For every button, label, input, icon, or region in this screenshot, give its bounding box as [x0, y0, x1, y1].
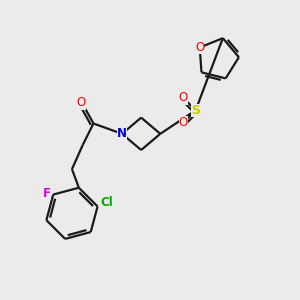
- Text: O: O: [178, 116, 188, 129]
- Text: Cl: Cl: [100, 196, 113, 209]
- Text: O: O: [77, 96, 86, 110]
- Text: S: S: [191, 104, 200, 117]
- Text: O: O: [178, 92, 188, 104]
- Text: F: F: [43, 187, 51, 200]
- Text: O: O: [195, 41, 204, 54]
- Text: N: N: [117, 127, 127, 140]
